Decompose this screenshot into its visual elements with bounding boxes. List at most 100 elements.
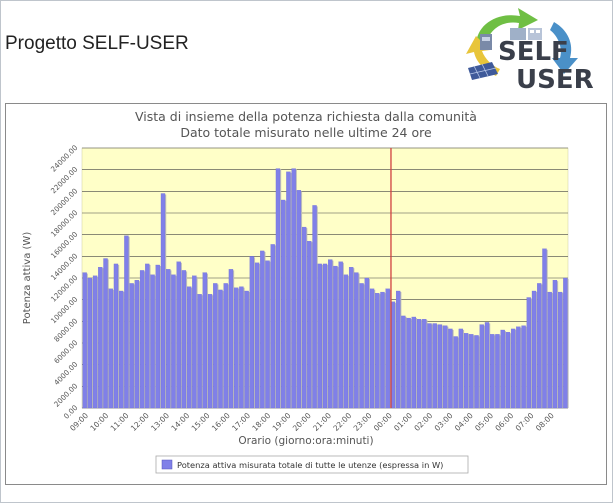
bar[interactable] [453, 336, 458, 409]
bar[interactable] [380, 291, 385, 409]
bar[interactable] [422, 319, 427, 409]
x-tick-label: 04:00 [453, 411, 475, 433]
bar[interactable] [432, 323, 437, 409]
bar[interactable] [103, 258, 108, 409]
bar[interactable] [113, 263, 119, 409]
bar[interactable] [139, 270, 145, 409]
bar[interactable] [348, 267, 354, 409]
bar[interactable] [213, 283, 218, 409]
bar[interactable] [369, 288, 375, 409]
bar[interactable] [542, 248, 547, 409]
bar[interactable] [474, 335, 479, 409]
bar[interactable] [401, 315, 406, 409]
bar[interactable] [207, 294, 213, 409]
bar[interactable] [239, 286, 244, 409]
bar[interactable] [443, 325, 448, 409]
bar[interactable] [343, 274, 349, 409]
bar[interactable] [124, 235, 129, 409]
bar[interactable] [223, 283, 228, 409]
x-tick-label: 20:00 [291, 411, 313, 433]
bar[interactable] [354, 272, 359, 409]
bar[interactable] [286, 171, 291, 409]
bar[interactable] [359, 283, 364, 409]
bar[interactable] [129, 283, 134, 409]
bar[interactable] [270, 244, 275, 409]
bar[interactable] [490, 334, 495, 409]
bar[interactable] [150, 274, 155, 409]
bar[interactable] [186, 286, 192, 409]
bar[interactable] [479, 324, 484, 409]
bar[interactable] [228, 269, 234, 409]
bar[interactable] [218, 289, 223, 409]
legend[interactable]: Potenza attiva misurata totale di tutte … [155, 455, 469, 474]
bar[interactable] [202, 272, 207, 409]
bar[interactable] [338, 261, 343, 409]
bar[interactable] [166, 269, 171, 409]
bar[interactable] [416, 319, 422, 409]
bar[interactable] [192, 275, 197, 409]
bar[interactable] [254, 262, 260, 409]
bar[interactable] [312, 205, 317, 409]
bar[interactable] [505, 332, 511, 409]
bar[interactable] [134, 280, 140, 409]
bar[interactable] [552, 280, 558, 409]
bar[interactable] [375, 293, 380, 409]
bar[interactable] [495, 334, 500, 409]
bar[interactable] [385, 288, 390, 409]
bar[interactable] [516, 326, 521, 409]
bar[interactable] [92, 275, 98, 409]
bar[interactable] [547, 291, 552, 409]
bar[interactable] [281, 199, 286, 409]
bar[interactable] [484, 322, 490, 409]
bar[interactable] [526, 297, 531, 409]
bar[interactable] [98, 267, 103, 409]
bar[interactable] [249, 256, 255, 409]
bar[interactable] [307, 241, 312, 409]
bar[interactable] [233, 287, 239, 409]
bar[interactable] [171, 274, 176, 409]
bar[interactable] [458, 328, 464, 409]
bar[interactable] [322, 263, 328, 409]
bar[interactable] [119, 290, 124, 409]
bar[interactable] [411, 316, 417, 409]
bar[interactable] [87, 277, 93, 409]
bar[interactable] [145, 263, 150, 409]
bar[interactable] [317, 263, 322, 409]
bar[interactable] [296, 190, 302, 409]
bar[interactable] [521, 325, 526, 409]
x-tick-label: 14:00 [169, 411, 191, 433]
bar[interactable] [82, 272, 87, 409]
bar[interactable] [265, 260, 270, 409]
bar[interactable] [406, 317, 411, 409]
bar[interactable] [244, 290, 249, 409]
bar[interactable] [155, 264, 160, 409]
x-tick-label: 00:00 [372, 411, 394, 433]
chart-container: Vista di insieme della potenza richiesta… [5, 103, 607, 485]
bar[interactable] [537, 283, 542, 409]
bar[interactable] [448, 328, 453, 409]
bar[interactable] [291, 168, 296, 409]
x-tick-label: 13:00 [149, 411, 171, 433]
legend-swatch [161, 459, 173, 470]
bar[interactable] [395, 290, 401, 409]
bar[interactable] [437, 324, 443, 409]
bar[interactable] [160, 193, 166, 409]
bar[interactable] [197, 294, 202, 409]
bar[interactable] [328, 259, 333, 409]
bar[interactable] [301, 226, 307, 409]
bar[interactable] [108, 288, 113, 409]
bar[interactable] [510, 328, 516, 409]
bar[interactable] [275, 168, 281, 409]
bar[interactable] [563, 277, 568, 409]
bar[interactable] [463, 333, 469, 409]
bar[interactable] [469, 334, 474, 409]
bar[interactable] [333, 265, 338, 409]
bar[interactable] [427, 323, 432, 409]
bar[interactable] [557, 291, 563, 409]
bar[interactable] [500, 329, 505, 409]
bar[interactable] [176, 261, 181, 409]
bar[interactable] [181, 270, 187, 409]
bar[interactable] [364, 277, 369, 409]
bar[interactable] [260, 250, 265, 409]
bar[interactable] [531, 290, 537, 409]
